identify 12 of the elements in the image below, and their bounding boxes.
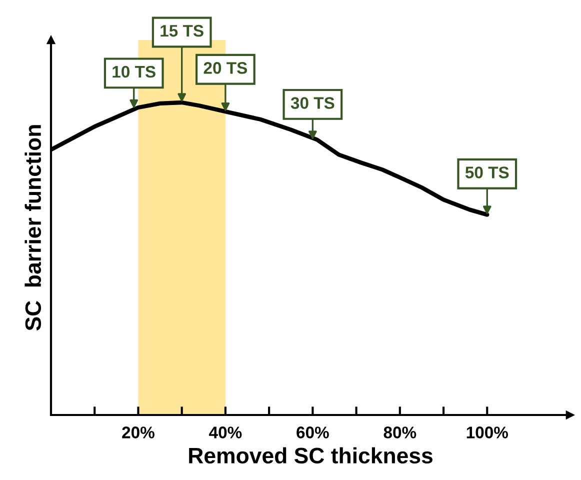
annotation: 50 TS [465, 166, 509, 178]
y-axis-title: SC barrier function [24, 125, 42, 331]
annotation: 20 TS [204, 62, 248, 74]
x-tick-label: 20% [122, 426, 154, 438]
x-tick-label: 40% [209, 426, 242, 438]
x-tick-label: 100% [466, 426, 508, 438]
x-tick-label: 80% [384, 426, 416, 438]
annotation: 10 TS [112, 66, 156, 78]
x-tick-label: 60% [296, 426, 329, 438]
x-axis-title: Removed SC thickness [189, 447, 432, 464]
annotation: 30 TS [290, 97, 334, 109]
annotation: 15 TS [160, 24, 204, 37]
